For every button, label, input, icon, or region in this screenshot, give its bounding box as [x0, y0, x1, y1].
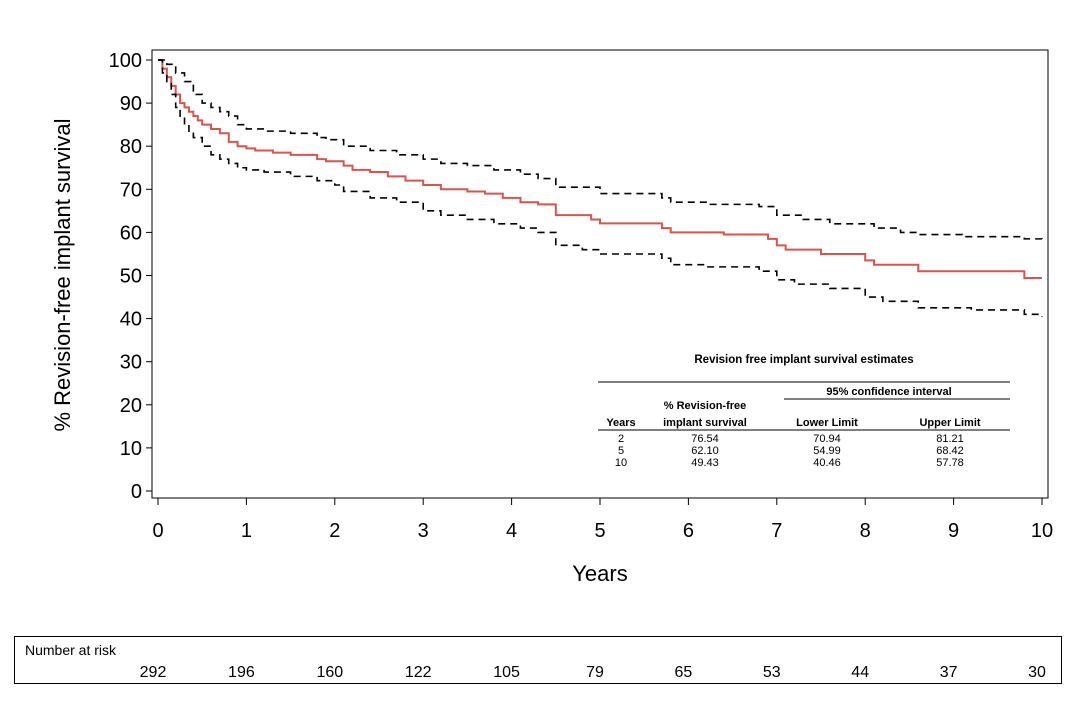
col-header-lower: Lower Limit — [796, 417, 858, 429]
risk-value: 292 — [139, 664, 167, 681]
row-2-upper: 81.21 — [936, 433, 964, 445]
y-tick-label: 30 — [120, 352, 142, 374]
risk-value: 79 — [586, 664, 604, 681]
row-10-upper: 57.78 — [936, 457, 964, 469]
row-10-years: 10 — [615, 457, 627, 469]
x-tick-label: 4 — [506, 520, 517, 542]
risk-value: 30 — [1028, 664, 1046, 681]
x-tick-label: 3 — [418, 520, 429, 542]
row-2-survival: 76.54 — [691, 433, 719, 445]
y-tick-label: 60 — [120, 222, 142, 244]
y-axis-title: % Revision-free implant survival — [50, 119, 75, 432]
x-tick-label: 2 — [329, 520, 340, 542]
y-tick-label: 100 — [109, 50, 142, 72]
risk-value: 44 — [851, 664, 870, 681]
x-tick-label: 7 — [771, 520, 782, 542]
risk-value: 37 — [939, 664, 958, 681]
y-tick-label: 70 — [120, 179, 142, 201]
x-axis-title: Years — [572, 561, 627, 586]
x-tick-label: 5 — [594, 520, 605, 542]
y-tick-label: 20 — [120, 395, 142, 417]
col-header-survival-1: % Revision-free — [664, 400, 747, 412]
risk-value: 105 — [493, 664, 520, 681]
x-tick-label: 8 — [860, 520, 871, 542]
risk-value: 196 — [228, 664, 255, 681]
risk-value: 122 — [404, 664, 432, 681]
col-header-survival-2: implant survival — [663, 417, 747, 429]
row-5-years: 5 — [618, 445, 624, 457]
plot-frame — [151, 49, 1049, 499]
row-10-survival: 49.43 — [691, 457, 719, 469]
y-tick-label: 80 — [120, 136, 142, 158]
y-tick-label: 0 — [131, 481, 142, 503]
risk-value: 53 — [762, 664, 781, 681]
x-tick-label: 9 — [948, 520, 959, 542]
row-2-years: 2 — [618, 433, 624, 445]
y-tick-label: 90 — [120, 93, 142, 115]
x-tick-label: 0 — [152, 520, 163, 542]
estimates-table: Revision free implant survival estimates… — [598, 354, 1010, 469]
row-5-survival: 62.10 — [691, 445, 719, 457]
risk-label: Number at risk — [25, 642, 117, 658]
row-10-lower: 40.46 — [813, 457, 841, 469]
x-tick-label: 6 — [683, 520, 694, 542]
y-tick-label: 10 — [120, 438, 142, 460]
col-header-upper: Upper Limit — [919, 417, 980, 429]
series-estimate — [158, 59, 1042, 279]
ci-header: 95% confidence interval — [826, 386, 951, 398]
x-tick-label: 1 — [241, 520, 252, 542]
col-header-years: Years — [606, 417, 635, 429]
series-ci-upper — [158, 59, 1043, 242]
table-title: Revision free implant survival estimates — [694, 354, 913, 366]
number-at-risk-table: Number at risk 292 196 160 122 105 79 65 53 44 37… — [14, 636, 1062, 684]
row-5-upper: 68.42 — [936, 445, 964, 457]
risk-value: 160 — [316, 664, 344, 681]
x-tick-label: 10 — [1031, 520, 1053, 542]
row-2-lower: 70.94 — [813, 433, 841, 445]
risk-value: 65 — [674, 664, 693, 681]
row-5-lower: 54.99 — [813, 445, 841, 457]
y-tick-label: 50 — [120, 266, 142, 288]
y-tick-label: 40 — [120, 309, 142, 331]
